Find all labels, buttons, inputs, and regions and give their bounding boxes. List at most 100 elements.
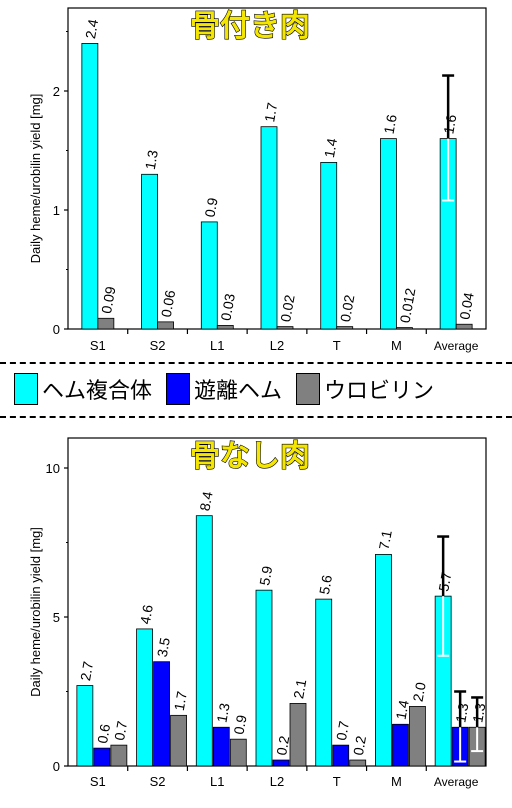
data-label: 3.5 (154, 636, 173, 658)
bar (392, 723, 409, 767)
data-label: 0.02 (277, 293, 298, 323)
legend-swatch-heme-complex (14, 373, 38, 405)
data-label: 1.7 (171, 690, 190, 712)
divider-bottom (0, 416, 512, 418)
bar (136, 628, 153, 767)
bar (320, 161, 338, 330)
legend-item-free-heme: 遊離ヘム (166, 373, 282, 405)
x-tick-label: L2 (270, 774, 284, 789)
bar (336, 326, 354, 330)
bar (349, 759, 367, 767)
bar (141, 173, 158, 330)
data-label: 0.2 (350, 734, 369, 756)
y-tick-label: 1 (53, 203, 60, 218)
legend-label-urobilin: ウロビリン (324, 379, 435, 404)
data-label: 0.2 (273, 734, 292, 756)
bar (157, 321, 174, 330)
data-label: 0.06 (158, 289, 179, 319)
y-tick-label: 2 (53, 84, 60, 99)
data-label: 1.3 (213, 702, 232, 724)
data-label: 2.4 (82, 18, 101, 40)
legend-label-free-heme: 遊離ヘム (194, 379, 283, 404)
data-label: 7.1 (376, 529, 395, 551)
bar (255, 589, 273, 767)
bar (153, 661, 170, 767)
bar (272, 759, 290, 767)
x-tick-label: M (391, 338, 402, 353)
legend: ヘム複合体 遊離ヘム ウロビリン (14, 366, 504, 412)
bar (200, 221, 218, 330)
legend-item-urobilin: ウロビリン (296, 373, 434, 405)
data-label: 5.6 (316, 573, 335, 595)
x-tick-label: L1 (210, 338, 224, 353)
data-label: 0.03 (217, 292, 238, 322)
bar (396, 327, 413, 330)
data-label: 1.4 (393, 699, 412, 721)
legend-item-heme-complex: ヘム複合体 (14, 373, 152, 405)
data-label: 1.6 (381, 113, 400, 135)
legend-swatch-urobilin (296, 373, 321, 405)
bar (229, 738, 247, 767)
x-tick-label: T (333, 338, 341, 353)
data-label: 1.4 (321, 137, 340, 159)
x-tick-label: Average (434, 339, 479, 353)
bar (332, 744, 350, 767)
legend-label-heme-complex: ヘム複合体 (42, 379, 153, 404)
x-tick-label: L2 (270, 338, 284, 353)
data-label: 0.09 (98, 285, 119, 315)
y-tick-label: 10 (46, 461, 60, 476)
data-label: 8.4 (196, 490, 215, 512)
x-tick-label: S1 (90, 338, 106, 353)
bar (216, 325, 234, 330)
bar (97, 317, 115, 330)
data-label: 0.7 (111, 720, 130, 742)
x-tick-label: S2 (150, 774, 166, 789)
bar (375, 554, 392, 767)
legend-swatch-free-heme (166, 373, 191, 405)
data-label: 0.02 (337, 293, 358, 323)
x-tick-label: Average (434, 775, 479, 789)
data-label: 0.012 (397, 287, 419, 324)
bar (76, 685, 94, 767)
data-label: 5.7 (435, 571, 454, 593)
bar (110, 744, 128, 767)
y-tick-label: 5 (53, 610, 60, 625)
bar (315, 598, 333, 767)
chart-title: 骨なし肉 (190, 439, 310, 474)
data-label: 0.6 (94, 722, 113, 744)
y-tick-label: 0 (53, 322, 60, 337)
data-label: 4.6 (137, 603, 156, 625)
bar (170, 714, 187, 767)
bar (380, 138, 397, 330)
bar (455, 323, 473, 330)
data-label: 0.7 (333, 720, 352, 742)
data-label: 0.9 (201, 196, 220, 218)
divider-top (0, 362, 512, 364)
bar (81, 43, 99, 330)
data-label: 1.6 (440, 113, 459, 135)
x-tick-label: S2 (150, 338, 166, 353)
bar (212, 726, 230, 767)
bar (289, 703, 307, 767)
bar (260, 126, 278, 330)
data-label: 2.1 (290, 678, 309, 700)
x-tick-label: M (391, 774, 402, 789)
data-label: 1.3 (469, 702, 488, 724)
y-axis-label: Daily heme/urobilin yield [mg] (28, 94, 43, 264)
data-label: 1.7 (261, 101, 280, 123)
chart-title: 骨付き肉 (190, 9, 310, 44)
data-label: 5.9 (256, 565, 275, 587)
data-label: 1.3 (452, 702, 471, 724)
bar (93, 747, 111, 767)
data-label: 2.7 (77, 660, 96, 682)
data-label: 2.0 (410, 681, 429, 703)
y-axis-label: Daily heme/urobilin yield [mg] (28, 527, 43, 697)
x-tick-label: S1 (90, 774, 106, 789)
x-tick-label: T (333, 774, 341, 789)
bar (276, 326, 294, 330)
bar (409, 706, 426, 767)
y-tick-label: 0 (53, 759, 60, 774)
x-tick-label: L1 (210, 774, 224, 789)
data-label: 0.04 (456, 291, 477, 321)
